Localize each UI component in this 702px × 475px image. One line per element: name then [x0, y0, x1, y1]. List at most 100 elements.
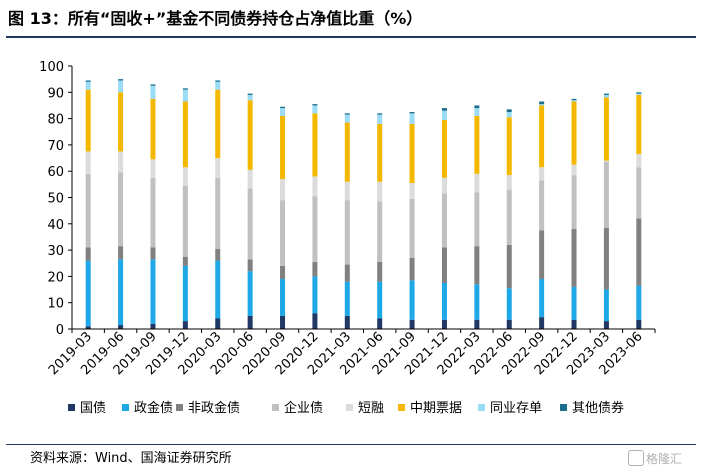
legend-label: 国债 [80, 401, 106, 416]
bar-segment-8 [506, 109, 512, 113]
y-tick-label: 70 [47, 139, 64, 154]
bar-segment-7 [377, 114, 383, 124]
bar-segment-7 [636, 93, 642, 95]
legend: 国债 政金债 非政金债 企业债 短融 中期票据 同业存单 其他债券 [68, 400, 624, 416]
bar-segment-2 [344, 281, 350, 316]
bar-segment-1 [215, 318, 221, 329]
bar-segment-1 [539, 317, 545, 329]
legend-label: 非政金债 [188, 400, 240, 416]
bar-segment-7 [215, 81, 221, 90]
bar-segment-3 [215, 248, 221, 261]
bar-segment-5 [377, 181, 383, 202]
y-tick-label: 0 [56, 323, 64, 338]
bar-segment-4 [571, 175, 577, 230]
bar-segment-2 [215, 260, 221, 319]
bar-segment-1 [312, 313, 318, 329]
y-tick-label: 10 [47, 297, 64, 312]
bar-segment-8 [539, 101, 545, 105]
bar-segment-4 [409, 198, 415, 258]
bar-segment-4 [215, 177, 221, 249]
bar-segment-4 [247, 188, 253, 260]
watermark-text: 格隆汇 [646, 452, 683, 466]
bar-segment-6 [247, 100, 253, 170]
bar-segment-3 [182, 256, 188, 266]
legend-label: 同业存单 [490, 401, 542, 416]
bar-segment-8 [150, 84, 156, 86]
bar-segment-8 [441, 108, 447, 111]
bar-segment-6 [539, 105, 545, 168]
legend-swatch [122, 404, 129, 411]
bar-segment-8 [571, 98, 577, 101]
bar-segment-3 [603, 227, 609, 290]
bar-segment-2 [506, 288, 512, 320]
bar-segment-5 [409, 183, 415, 199]
source-note: 资料来源：Wind、国海证券研究所 [30, 451, 232, 466]
bar-segment-5 [182, 167, 188, 186]
bar-segment-4 [474, 192, 480, 247]
bar-segment-3 [118, 246, 124, 260]
bar-segment-4 [280, 200, 286, 266]
bar-segment-3 [344, 264, 350, 282]
bar-segment-5 [506, 175, 512, 190]
bar-segment-5 [312, 176, 318, 197]
bar-segment-2 [474, 284, 480, 320]
legend-label: 短融 [358, 401, 384, 416]
bar-segment-8 [603, 93, 609, 95]
bar-segment-1 [571, 319, 577, 329]
bar-segment-6 [377, 123, 383, 182]
legend-swatch [68, 404, 75, 411]
bar-segment-3 [539, 230, 545, 280]
bar-segment-5 [539, 167, 545, 181]
bar-segment-8 [215, 80, 221, 82]
chart-title: 图 13：所有“固收+”基金不同债券持仓占净值比重（%） [8, 9, 423, 28]
bar-segment-3 [312, 261, 318, 277]
bar-segment-3 [441, 247, 447, 283]
bar-segment-8 [377, 113, 383, 115]
bar-segment-8 [409, 112, 415, 114]
bar-segment-7 [150, 85, 156, 99]
bar-segment-7 [280, 108, 286, 116]
bar-segment-3 [280, 265, 286, 280]
legend-swatch [346, 404, 353, 411]
bar-segment-7 [182, 89, 188, 102]
bar-segment-7 [506, 112, 512, 118]
bar-segment-6 [636, 94, 642, 155]
bars-layer [85, 79, 642, 329]
bar-segment-1 [409, 319, 415, 329]
bar-segment-6 [85, 89, 91, 152]
bar-segment-7 [312, 105, 318, 114]
bar-segment-4 [312, 196, 318, 262]
bar-segment-6 [571, 101, 577, 165]
bar-segment-6 [441, 119, 447, 178]
bar-segment-2 [150, 259, 156, 324]
bar-segment-4 [539, 180, 545, 231]
bar-segment-4 [506, 189, 512, 245]
bar-segment-8 [280, 106, 286, 109]
legend-swatch [398, 404, 405, 411]
bar-segment-3 [377, 261, 383, 282]
y-tick-label: 90 [47, 86, 64, 101]
bar-segment-5 [150, 159, 156, 178]
bar-segment-3 [636, 218, 642, 286]
bar-segment-6 [280, 115, 286, 180]
bar-segment-5 [118, 151, 124, 173]
bar-segment-1 [247, 315, 253, 329]
bar-segment-2 [409, 280, 415, 320]
bar-segment-7 [474, 108, 480, 116]
bar-segment-1 [150, 323, 156, 329]
bar-segment-6 [506, 117, 512, 176]
legend-label: 其他债券 [572, 400, 624, 416]
bar-segment-8 [85, 80, 91, 82]
y-tick-label: 100 [39, 60, 64, 75]
title-divider [6, 36, 696, 38]
bar-segment-2 [377, 281, 383, 319]
bar-segment-8 [247, 93, 253, 95]
bar-segment-6 [474, 115, 480, 174]
bar-segment-4 [150, 177, 156, 248]
bar-segment-3 [474, 246, 480, 285]
bar-segment-2 [280, 279, 286, 316]
bar-segment-6 [118, 92, 124, 152]
bar-segment-6 [603, 97, 609, 161]
bar-segment-1 [636, 319, 642, 329]
bar-segment-6 [215, 89, 221, 159]
